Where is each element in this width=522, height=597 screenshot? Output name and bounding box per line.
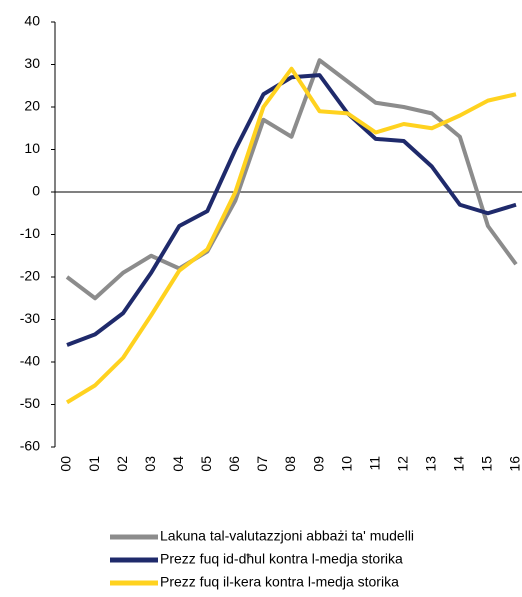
y-tick-label: -60 <box>20 438 40 454</box>
y-tick-label: 0 <box>32 183 40 199</box>
x-tick-label: 12 <box>394 456 410 472</box>
y-tick-label: -40 <box>20 353 40 369</box>
x-tick-label: 14 <box>451 456 467 472</box>
legend-label: Prezz fuq il-kera kontra l-medja storika <box>160 574 399 590</box>
x-tick-label: 06 <box>226 456 242 472</box>
y-tick-label: -50 <box>20 395 40 411</box>
x-tick-label: 00 <box>58 456 74 472</box>
x-tick-label: 07 <box>254 456 270 472</box>
x-tick-label: 16 <box>507 456 522 472</box>
x-tick-label: 09 <box>310 456 326 472</box>
y-tick-label: 20 <box>24 98 40 114</box>
y-tick-label: 30 <box>24 55 40 71</box>
y-tick-label: -20 <box>20 268 40 284</box>
x-tick-label: 02 <box>114 456 130 472</box>
x-tick-label: 08 <box>282 456 298 472</box>
series-line <box>65 66 517 405</box>
x-tick-label: 15 <box>479 456 495 472</box>
x-tick-label: 01 <box>86 456 102 472</box>
series-line <box>66 73 517 347</box>
y-tick-label: -30 <box>20 310 40 326</box>
x-tick-label: 03 <box>142 456 158 472</box>
x-tick-label: 05 <box>198 456 214 472</box>
legend-label: Lakuna tal-valutazzjoni abbażi ta' mudel… <box>160 528 414 544</box>
x-tick-label: 13 <box>423 456 439 472</box>
x-tick-label: 10 <box>338 456 354 472</box>
y-tick-label: 10 <box>24 140 40 156</box>
x-tick-label: 11 <box>366 456 382 471</box>
y-tick-label: -10 <box>20 225 40 241</box>
y-tick-label: 40 <box>24 13 40 29</box>
x-tick-label: 04 <box>170 456 186 472</box>
legend-label: Prezz fuq id-dħul kontra l-medja storika <box>160 551 403 567</box>
series-line <box>65 58 518 301</box>
